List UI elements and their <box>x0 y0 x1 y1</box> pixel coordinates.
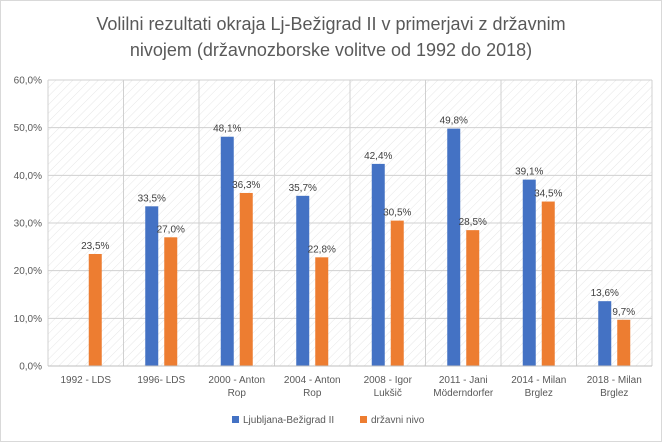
x-tick-label: 2018 - Milan <box>587 375 642 386</box>
data-label: 48,1% <box>213 124 241 135</box>
y-tick-label: 0,0% <box>19 362 42 373</box>
data-label: 34,5% <box>534 189 562 200</box>
data-label: 36,3% <box>232 180 260 191</box>
x-tick-label: 1992 - LDS <box>60 375 111 386</box>
chart-title-line-2: nivojem (državnozborske volitve od 1992 … <box>130 40 532 60</box>
data-label: 42,4% <box>364 151 392 162</box>
x-tick-label: Rop <box>228 388 247 399</box>
data-label: 33,5% <box>138 193 166 204</box>
bar-ljubljana <box>145 206 159 366</box>
bar-ljubljana <box>598 301 612 366</box>
x-tick-label: 2004 - Anton <box>284 375 341 386</box>
data-label: 30,5% <box>383 208 411 219</box>
data-label: 9,7% <box>612 307 635 318</box>
x-tick-label: 1996- LDS <box>137 375 185 386</box>
data-label: 35,7% <box>289 183 317 194</box>
data-label: 23,5% <box>81 241 109 252</box>
bar-drzavni <box>164 237 178 366</box>
data-label: 13,6% <box>591 288 619 299</box>
bar-drzavni <box>88 253 102 366</box>
bar-ljubljana <box>447 128 461 366</box>
y-tick-label: 40,0% <box>14 171 42 182</box>
bar-drzavni <box>617 319 631 366</box>
bar-drzavni <box>239 192 253 366</box>
x-tick-label: Rop <box>303 388 322 399</box>
x-tick-label: 2000 - Anton <box>208 375 265 386</box>
bar-ljubljana <box>371 163 385 366</box>
bar-ljubljana <box>522 179 536 366</box>
data-label: 49,8% <box>440 116 468 127</box>
bar-ljubljana <box>220 136 234 366</box>
x-tick-label: 2011 - Jani <box>439 375 488 386</box>
y-tick-label: 20,0% <box>14 266 42 277</box>
y-tick-label: 30,0% <box>14 219 42 230</box>
bar-drzavni <box>466 230 480 366</box>
x-tick-label: 2014 - Milan <box>511 375 566 386</box>
legend-swatch-ljubljana <box>232 416 239 423</box>
y-tick-label: 10,0% <box>14 314 42 325</box>
data-label: 28,5% <box>459 217 487 228</box>
bar-drzavni <box>390 220 404 366</box>
legend-label-drzavni: državni nivo <box>371 415 425 426</box>
x-tick-label: Möderndorfer <box>433 388 494 399</box>
bar-drzavni <box>315 257 329 366</box>
legend-swatch-drzavni <box>360 416 367 423</box>
data-label: 39,1% <box>515 167 543 178</box>
bar-ljubljana <box>296 195 310 366</box>
chart-title-line-1: Volilni rezultati okraja Lj-Bežigrad II … <box>96 14 565 34</box>
y-tick-label: 60,0% <box>14 76 42 87</box>
x-tick-label: Brglez <box>525 388 553 399</box>
x-tick-label: 2008 - Igor <box>364 375 413 386</box>
x-tick-label: Lukšič <box>374 388 402 399</box>
data-label: 22,8% <box>308 244 336 255</box>
bar-drzavni <box>541 201 555 366</box>
legend-label-ljubljana: Ljubljana-Bežigrad II <box>243 415 334 426</box>
x-tick-label: Brglez <box>600 388 628 399</box>
data-label: 27,0% <box>157 224 185 235</box>
y-tick-label: 50,0% <box>14 123 42 134</box>
